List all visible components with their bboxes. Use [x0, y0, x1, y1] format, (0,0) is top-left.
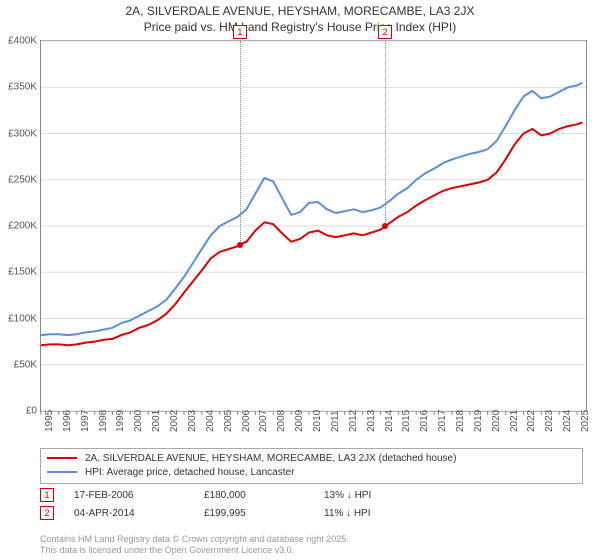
x-tick-label: 2008: [276, 410, 287, 432]
x-tick-label: 1995: [44, 410, 55, 432]
y-tick-label: £50K: [1, 359, 37, 370]
house-price-chart: 2A, SILVERDALE AVENUE, HEYSHAM, MORECAMB…: [0, 0, 600, 560]
chart-svg: [41, 41, 586, 411]
x-tick-label: 2019: [473, 410, 484, 432]
y-tick-label: £0: [1, 406, 37, 417]
sales-table: 1 17-FEB-2006 £180,000 13% ↓ HPI 2 04-AP…: [40, 486, 583, 522]
x-tick-label: 2025: [580, 410, 591, 432]
legend-label-hpi: HPI: Average price, detached house, Lanc…: [85, 467, 294, 478]
y-tick-label: £150K: [1, 267, 37, 278]
sale-date-1: 17-FEB-2006: [74, 490, 204, 501]
x-tick-label: 2011: [330, 410, 341, 432]
legend-label-property: 2A, SILVERDALE AVENUE, HEYSHAM, MORECAMB…: [85, 453, 456, 464]
sale-marker-line: [385, 41, 386, 226]
sale-marker-dot: [382, 223, 388, 229]
y-tick-label: £200K: [1, 221, 37, 232]
x-tick-label: 2003: [187, 410, 198, 432]
x-tick-label: 1996: [62, 410, 73, 432]
y-tick-label: £400K: [1, 36, 37, 47]
x-tick-label: 2023: [544, 410, 555, 432]
legend: 2A, SILVERDALE AVENUE, HEYSHAM, MORECAMB…: [40, 448, 583, 484]
sale-row-1: 1 17-FEB-2006 £180,000 13% ↓ HPI: [40, 486, 583, 504]
y-tick-label: £100K: [1, 313, 37, 324]
x-tick-label: 2018: [455, 410, 466, 432]
x-tick-label: 1999: [115, 410, 126, 432]
sale-delta-1: 13% ↓ HPI: [324, 490, 371, 501]
x-tick-label: 2002: [169, 410, 180, 432]
chart-title: 2A, SILVERDALE AVENUE, HEYSHAM, MORECAMB…: [0, 4, 600, 35]
chart-footer: Contains HM Land Registry data © Crown c…: [40, 534, 349, 556]
x-tick-label: 2016: [419, 410, 430, 432]
footer-line1: Contains HM Land Registry data © Crown c…: [40, 534, 349, 545]
x-tick-label: 2004: [205, 410, 216, 432]
x-tick-label: 2010: [312, 410, 323, 432]
sale-number-1: 1: [40, 488, 54, 502]
title-line1: 2A, SILVERDALE AVENUE, HEYSHAM, MORECAMB…: [0, 4, 600, 20]
footer-line2: This data is licensed under the Open Gov…: [40, 545, 349, 556]
sale-delta-2: 11% ↓ HPI: [324, 508, 371, 519]
legend-swatch-hpi: [47, 471, 77, 473]
y-tick-label: £350K: [1, 82, 37, 93]
sale-number-2: 2: [40, 506, 54, 520]
x-tick-label: 2022: [526, 410, 537, 432]
x-tick-label: 2020: [491, 410, 502, 432]
y-tick-label: £250K: [1, 174, 37, 185]
x-tick-label: 1997: [80, 410, 91, 432]
x-tick-label: 2005: [223, 410, 234, 432]
x-tick-label: 2007: [258, 410, 269, 432]
x-tick-label: 2015: [401, 410, 412, 432]
legend-row-property: 2A, SILVERDALE AVENUE, HEYSHAM, MORECAMB…: [47, 451, 576, 465]
sale-flag: 2: [378, 25, 392, 39]
sale-price-1: £180,000: [204, 490, 324, 501]
x-tick-label: 2006: [241, 410, 252, 432]
legend-row-hpi: HPI: Average price, detached house, Lanc…: [47, 465, 576, 479]
sale-marker-line: [240, 41, 241, 245]
x-tick-label: 2021: [509, 410, 520, 432]
x-tick-label: 2013: [366, 410, 377, 432]
x-tick-label: 2009: [294, 410, 305, 432]
x-tick-label: 2017: [437, 410, 448, 432]
sale-row-2: 2 04-APR-2014 £199,995 11% ↓ HPI: [40, 504, 583, 522]
x-tick-label: 1998: [98, 410, 109, 432]
x-tick-label: 2014: [384, 410, 395, 432]
sale-price-2: £199,995: [204, 508, 324, 519]
title-line2: Price paid vs. HM Land Registry's House …: [0, 20, 600, 36]
plot-area: £0£50K£100K£150K£200K£250K£300K£350K£400…: [40, 40, 587, 412]
sale-marker-dot: [237, 242, 243, 248]
x-tick-label: 2000: [133, 410, 144, 432]
sale-flag: 1: [233, 25, 247, 39]
legend-swatch-property: [47, 457, 77, 459]
x-tick-label: 2024: [562, 410, 573, 432]
x-tick-label: 2001: [151, 410, 162, 432]
x-tick-label: 2012: [348, 410, 359, 432]
y-tick-label: £300K: [1, 128, 37, 139]
sale-date-2: 04-APR-2014: [74, 508, 204, 519]
